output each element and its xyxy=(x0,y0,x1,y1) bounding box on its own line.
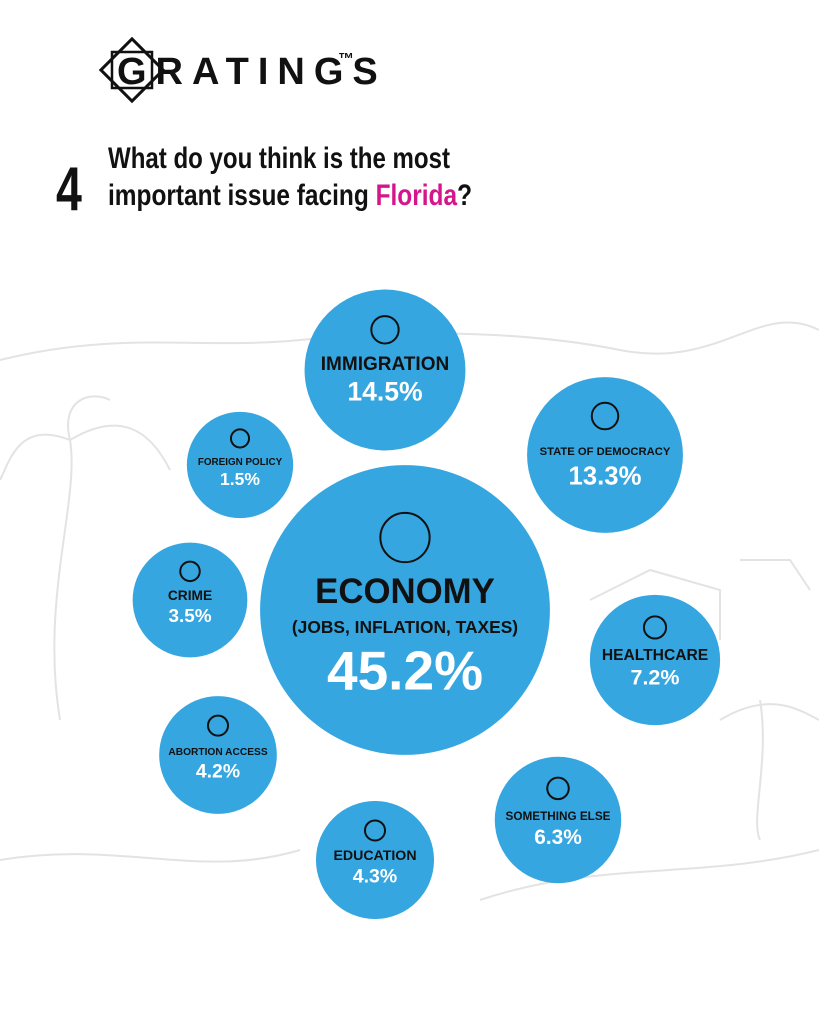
title-highlight: Florida xyxy=(376,179,458,212)
category-label: HEALTHCARE xyxy=(602,647,708,664)
logo-box xyxy=(110,50,154,90)
icon xyxy=(229,428,251,449)
bubble xyxy=(186,411,294,519)
value-label: 3.5% xyxy=(168,606,211,627)
title-text: important issue facing xyxy=(108,179,376,212)
bubble xyxy=(315,800,435,920)
icon xyxy=(207,714,229,737)
icon xyxy=(546,776,570,801)
category-label: ABORTION ACCESS xyxy=(168,747,267,758)
icon xyxy=(363,819,387,842)
bubble xyxy=(304,289,466,451)
title-line-2: important issue facing Florida? xyxy=(108,179,472,212)
category-label: ECONOMY xyxy=(315,573,495,611)
category-label: SOMETHING ELSE xyxy=(506,810,611,823)
title-line-1: What do you think is the most xyxy=(108,142,450,175)
category-label: STATE OF DEMOCRACY xyxy=(540,446,671,458)
value-label: 1.5% xyxy=(220,469,260,489)
value-label: 4.3% xyxy=(353,865,397,887)
value-label: 6.3% xyxy=(534,826,582,849)
icon xyxy=(642,615,668,640)
title-end: ? xyxy=(457,179,472,212)
bubble xyxy=(260,465,550,755)
icon xyxy=(590,401,620,431)
bubble xyxy=(494,756,622,884)
trademark: ™ xyxy=(338,51,354,68)
value-label: 45.2% xyxy=(327,640,483,702)
logo-diamond xyxy=(98,36,166,104)
category-label: FOREIGN POLICY xyxy=(198,457,283,468)
value-label: 7.2% xyxy=(631,666,680,690)
value-label: 13.3% xyxy=(569,463,642,491)
logo: GRATINGS ™ xyxy=(98,36,387,104)
bubble xyxy=(159,696,277,814)
question-number: 4 xyxy=(56,153,82,223)
category-label: CRIME xyxy=(168,588,212,603)
category-label: EDUCATION xyxy=(333,848,416,864)
value-label: 14.5% xyxy=(347,377,422,407)
icon xyxy=(370,315,400,345)
value-label: 4.2% xyxy=(196,760,240,782)
category-detail: (JOBS, INFLATION, TAXES) xyxy=(292,617,518,637)
icon xyxy=(379,511,431,564)
bubble xyxy=(132,542,248,658)
bubble xyxy=(527,377,683,533)
icon xyxy=(179,560,201,583)
category-label: IMMIGRATION xyxy=(321,354,449,375)
brand: GRATINGS xyxy=(117,51,387,93)
bubble xyxy=(589,594,721,726)
